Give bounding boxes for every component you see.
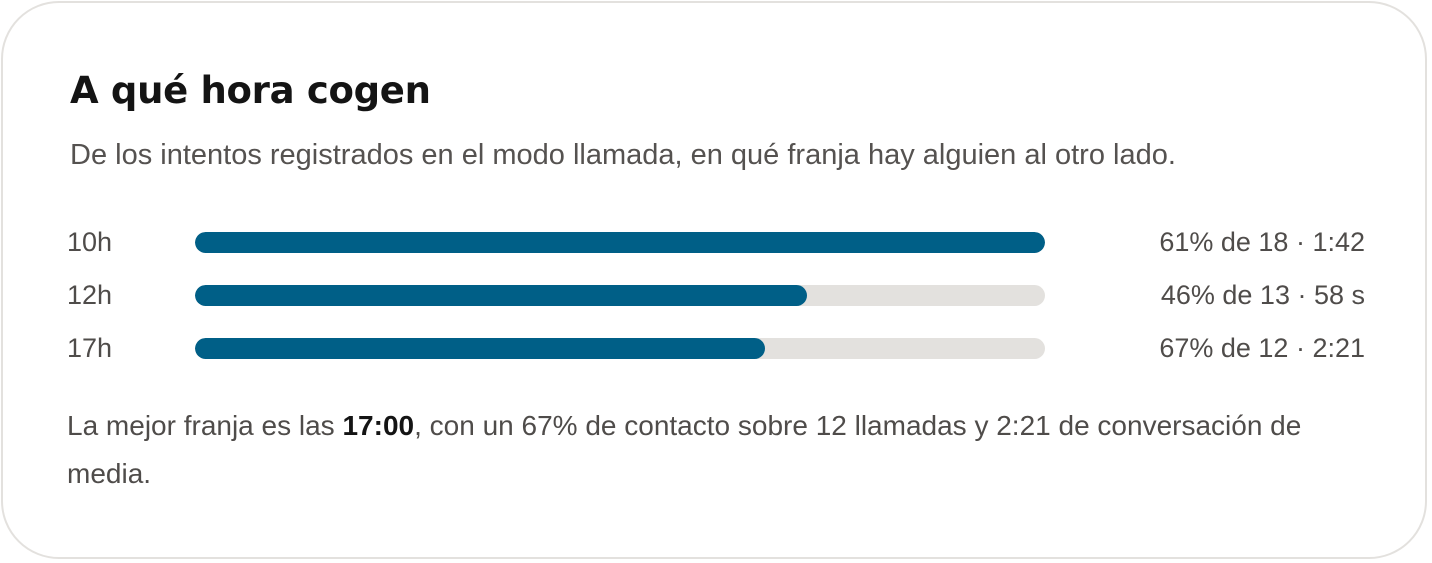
- hour-label: 17h: [67, 333, 113, 363]
- contact-rate-track: [195, 338, 1045, 359]
- hour-row-12h: 12h 46% de 13 · 58 s: [0, 275, 1432, 315]
- best-slot-time: 17:00: [342, 410, 415, 441]
- contact-rate-value: 46% de 13 · 58 s: [1160, 280, 1365, 310]
- contact-rate-track: [195, 232, 1045, 253]
- hour-row-17h: 17h 67% de 12 · 2:21: [0, 328, 1432, 368]
- contact-rate-track: [195, 285, 1045, 306]
- contact-rate-value: 61% de 18 · 1:42: [1159, 227, 1365, 257]
- hour-label: 12h: [67, 280, 113, 310]
- contact-rate-fill: [195, 338, 765, 359]
- contact-rate-fill: [195, 232, 1045, 253]
- contact-rate-value: 67% de 12 · 2:21: [1159, 333, 1365, 363]
- hour-row-10h: 10h 61% de 18 · 1:42: [0, 222, 1432, 262]
- best-slot-summary: La mejor franja es las 17:00, con un 67%…: [67, 402, 1367, 498]
- card-subtitle: De los intentos registrados en el modo l…: [70, 139, 1176, 171]
- contact-rate-fill: [195, 285, 807, 306]
- summary-prefix: La mejor franja es las: [67, 410, 343, 441]
- summary-suffix: , con un 67% de contacto sobre 12 llamad…: [67, 410, 1302, 489]
- card-title: A qué hora cogen: [70, 69, 431, 112]
- hour-label: 10h: [67, 227, 113, 257]
